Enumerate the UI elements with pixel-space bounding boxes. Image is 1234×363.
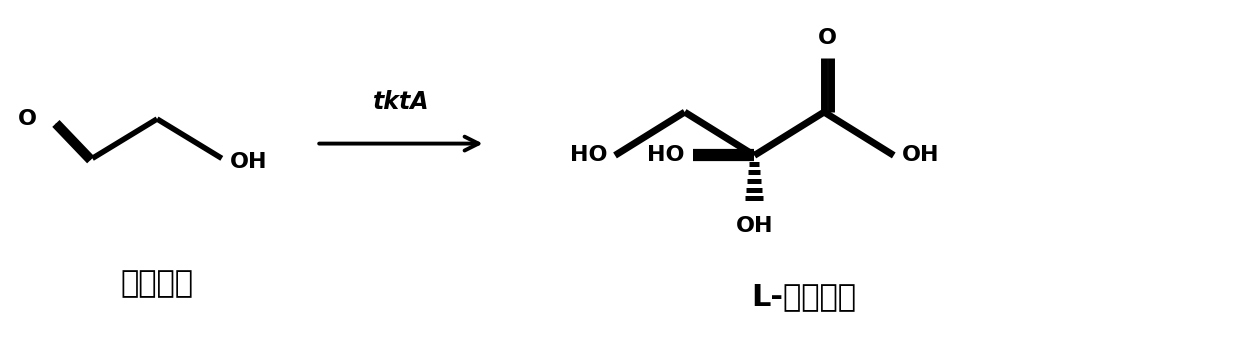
Text: L-赤藓锐糖: L-赤藓锐糖 <box>752 282 856 311</box>
Text: 羟基乙醒: 羟基乙醒 <box>121 269 194 298</box>
Text: O: O <box>818 28 837 48</box>
Text: OH: OH <box>230 152 268 172</box>
Text: HO: HO <box>570 146 607 166</box>
Text: O: O <box>19 109 37 129</box>
Text: HO: HO <box>647 146 685 166</box>
Text: OH: OH <box>902 146 939 166</box>
Text: OH: OH <box>735 216 774 236</box>
Text: tktA: tktA <box>373 90 429 114</box>
